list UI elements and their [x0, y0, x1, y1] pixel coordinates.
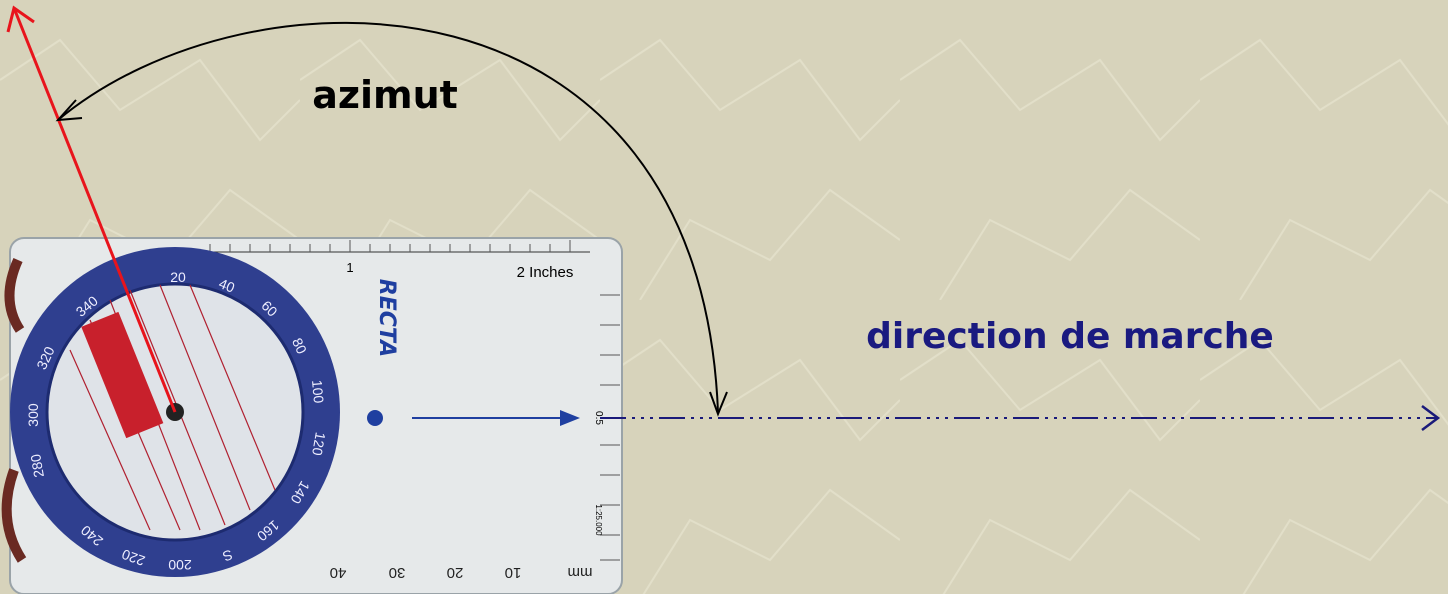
dial-label: 200 [168, 557, 192, 573]
page: {"diagram": {"azimuth_label": "azimut", … [0, 0, 1448, 594]
dial-label: 300 [25, 403, 41, 427]
brand: RECTA [374, 279, 399, 357]
mm-label: 40 [330, 564, 347, 581]
mm-label: 20 [447, 564, 464, 581]
compass: 1 2 Inches RECTA 0.5 1:25.000 mm 10 20 3… [7, 238, 622, 594]
mm-label: 10 [505, 564, 522, 581]
scale-label: 1:25.000 [594, 504, 603, 536]
dial-label: 20 [170, 269, 186, 285]
ruler-label: 2 Inches [517, 264, 574, 281]
ruler-label: 1 [346, 260, 353, 275]
dial-label: 100 [309, 379, 327, 404]
azimuth-label: azimut [312, 73, 458, 117]
slide: 1 2 Inches RECTA 0.5 1:25.000 mm 10 20 3… [0, 0, 1448, 594]
mm-label: 30 [389, 564, 406, 581]
mm-label: mm [568, 564, 593, 581]
direction-label: direction de marche [866, 316, 1274, 357]
sight-dot [367, 410, 383, 426]
